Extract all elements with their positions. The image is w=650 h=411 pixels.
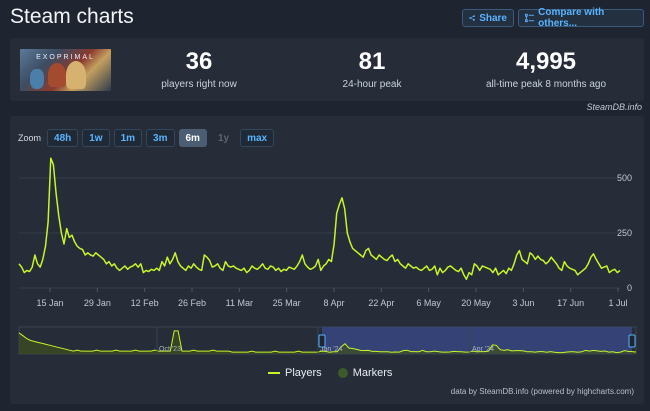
zoom-controls: Zoom 48h 1w 1m 3m 6m 1y max: [18, 129, 275, 147]
zoom-48h-button[interactable]: 48h: [47, 129, 79, 147]
navigator-handle-left[interactable]: [318, 334, 326, 348]
chart-panel: Zoom 48h 1w 1m 3m 6m 1y max 0 250 500 15 J…: [10, 116, 644, 404]
x-tick-label: 15 Jan: [36, 298, 63, 308]
x-tick-label: 29 Jan: [84, 298, 111, 308]
stat-players-now: 36 players right now: [140, 48, 258, 90]
y-tick-label: 250: [617, 228, 632, 238]
game-art-figure: [48, 63, 66, 87]
peak-24h-label: 24-hour peak: [342, 79, 402, 90]
legend-markers[interactable]: Markers: [337, 367, 393, 379]
x-tick-label: 3 Jun: [512, 298, 534, 308]
y-tick-label: 500: [617, 173, 632, 183]
page-title: Steam charts: [10, 5, 134, 28]
navigator[interactable]: Oct '23 Jan '24 Apr '24: [18, 326, 637, 355]
players-legend-swatch: [268, 372, 280, 374]
x-tick-label: 8 Apr: [323, 298, 344, 308]
navigator-label: Apr '24: [472, 346, 494, 353]
chart-credits[interactable]: data by SteamDB.info (powered by highcha…: [450, 387, 634, 396]
compare-label: Compare with others...: [538, 7, 605, 29]
compare-button[interactable]: Compare with others...: [518, 7, 644, 29]
zoom-3m-button[interactable]: 3m: [146, 129, 175, 147]
navigator-handle-right[interactable]: [628, 334, 636, 348]
x-tick-label: 17 Jun: [557, 298, 584, 308]
navigator-label: Jan '24: [320, 346, 342, 353]
x-tick-label: 22 Apr: [368, 298, 394, 308]
x-tick-label: 11 Mar: [226, 298, 253, 308]
game-capsule-image[interactable]: EXOPRIMAL: [20, 49, 111, 91]
navigator-series-line: [18, 330, 637, 354]
chart-grid: [19, 177, 620, 289]
navigator-labels: Oct '23 Jan '24 Apr '24: [156, 327, 494, 354]
x-tick-label: 25 Mar: [273, 298, 301, 308]
share-label: Share: [479, 12, 507, 24]
zoom-1w-button[interactable]: 1w: [82, 129, 110, 147]
x-tick-label: 1 Jul: [608, 298, 627, 308]
x-tick-label: 6 May: [416, 298, 441, 308]
alltime-peak-label[interactable]: all-time peak 8 months ago: [485, 79, 607, 90]
game-logo: EXOPRIMAL: [36, 54, 95, 61]
stat-alltime-peak: 4,995 all-time peak 8 months ago: [470, 48, 622, 90]
y-axis: 0 250 500: [617, 173, 632, 293]
game-art-figure: [30, 69, 44, 89]
x-tick-label: 12 Feb: [131, 298, 159, 308]
stats-panel: EXOPRIMAL 36 players right now 81 24-hou…: [10, 38, 644, 101]
compare-icon: [525, 13, 535, 23]
page-header: Steam charts Share Compare with others..…: [0, 0, 650, 36]
zoom-1m-button[interactable]: 1m: [113, 129, 143, 147]
x-tick-label: 26 Feb: [178, 298, 206, 308]
y-tick-label: 0: [627, 283, 632, 293]
game-art-figure: [66, 61, 86, 89]
legend-markers-label: Markers: [352, 367, 393, 379]
players-series-line: [18, 157, 621, 280]
x-tick-label: 20 May: [461, 298, 491, 308]
zoom-max-button[interactable]: max: [240, 129, 275, 147]
legend-players-label: Players: [285, 367, 322, 379]
share-icon: [469, 15, 475, 21]
navigator-label: Oct '23: [159, 346, 181, 353]
players-now-label: players right now: [161, 79, 237, 90]
zoom-6m-button[interactable]: 6m: [178, 129, 207, 147]
markers-legend-swatch: [337, 368, 348, 378]
navigator-selection[interactable]: [322, 327, 632, 354]
share-button[interactable]: Share: [462, 9, 514, 27]
zoom-1y-button: 1y: [217, 132, 230, 144]
legend-players[interactable]: Players: [268, 367, 322, 379]
steamdb-credit: SteamDB.info: [586, 102, 642, 112]
players-now-value: 36: [185, 48, 213, 75]
alltime-peak-value: 4,995: [515, 48, 577, 75]
player-count-chart[interactable]: 0 250 500 15 Jan 29 Jan 12 Feb 26 Feb 11 Mar 25…: [10, 116, 644, 404]
stat-24h-peak: 81 24-hour peak: [320, 48, 424, 90]
zoom-label: Zoom: [18, 133, 42, 143]
peak-24h-value: 81: [358, 48, 386, 75]
chart-legend: Players Markers: [268, 367, 392, 379]
x-axis: 15 Jan 29 Jan 12 Feb 26 Feb 11 Mar 25 Mar 8 Ap…: [36, 288, 628, 308]
